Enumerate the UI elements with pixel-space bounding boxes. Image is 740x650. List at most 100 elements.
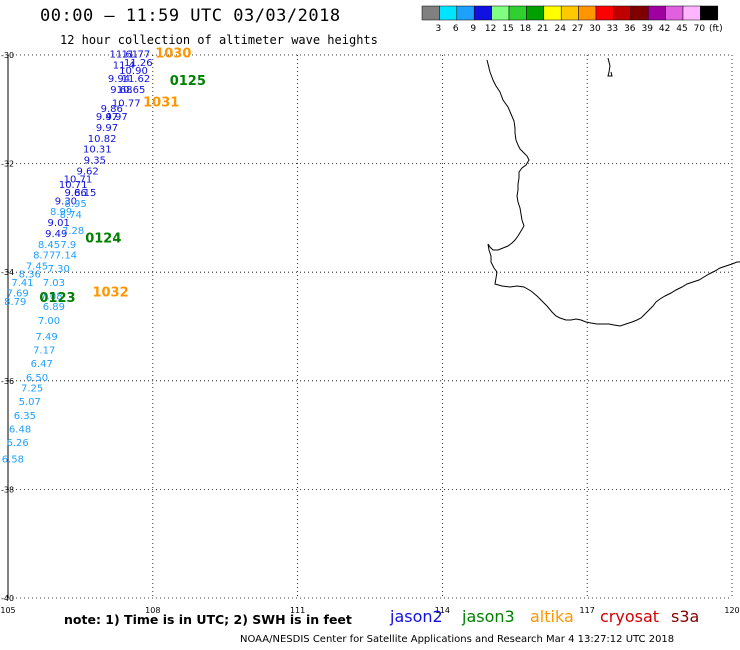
colorbar-label: 18 xyxy=(520,24,532,34)
wave-height-value: 9.86 xyxy=(101,104,123,115)
swh-colorbar: 3 6 9 12 15 18 21 24 27 30 33 36 39 42 45 70 (ft) xyxy=(421,5,723,34)
colorbar-swatch xyxy=(665,5,684,21)
wave-height-value: 5.07 xyxy=(19,397,41,408)
satellite-legend-jason3: jason3 xyxy=(462,607,515,626)
wave-height-value: 11.62 xyxy=(122,74,151,85)
wave-height-value: 6.48 xyxy=(9,424,31,435)
lon-tick-label: 117 xyxy=(580,606,595,615)
wave-height-value: 7.03 xyxy=(43,278,65,289)
wave-height-value: 10.71 xyxy=(64,175,93,186)
wave-height-value: 9.30 xyxy=(55,196,77,207)
wave-height-value: 6.47 xyxy=(31,359,53,370)
page-subtitle: 12 hour collection of altimeter wave hei… xyxy=(60,33,378,47)
colorbar-swatch xyxy=(630,5,649,21)
wave-height-value: 10.77 xyxy=(112,99,141,110)
pass-label: 1030 xyxy=(155,47,191,62)
colorbar-label: 27 xyxy=(572,24,583,34)
wave-height-value: 10.65 xyxy=(117,85,146,96)
wave-height-value: 9.97 xyxy=(105,112,127,123)
wave-height-value: 9.94 xyxy=(108,74,130,85)
wave-height-value: 7.28 xyxy=(62,226,84,237)
lon-tick-label: 108 xyxy=(145,606,160,615)
colorbar-swatch xyxy=(595,5,614,21)
wave-height-value: 7.45 xyxy=(26,261,48,272)
lat-tick-label: -40 xyxy=(1,594,14,603)
colorbar-swatch xyxy=(491,5,510,21)
pass-label: 0124 xyxy=(85,231,121,246)
wave-height-observations: 11.6111.7711.411.2610.909.9411.629.6810.… xyxy=(2,50,153,466)
satellite-legend-altika: altika xyxy=(530,607,574,626)
wave-height-value: 7.17 xyxy=(33,346,55,357)
wave-height-value: 10.71 xyxy=(59,180,88,191)
colorbar-swatch xyxy=(543,5,562,21)
colorbar-swatch xyxy=(700,5,719,21)
wave-height-value: 10.82 xyxy=(88,134,117,145)
wave-height-value: 6.58 xyxy=(2,454,24,465)
lat-lon-grid: 105 108 111 114 117 120 -30 -32 -34 -36 -38 -40 xyxy=(0,51,739,615)
colorbar-label: 12 xyxy=(485,24,496,34)
footer-credit: NOAA/NESDIS Center for Satellite Applica… xyxy=(240,634,675,645)
colorbar-label: (ft) xyxy=(709,24,723,34)
colorbar-label: 45 xyxy=(676,24,687,34)
pass-label: 0123 xyxy=(39,291,75,306)
wave-height-value: 8.77 xyxy=(33,251,55,262)
colorbar-swatch xyxy=(578,5,597,21)
coastline-island xyxy=(607,57,613,77)
colorbar-swatch xyxy=(456,5,475,21)
lon-tick-label: 114 xyxy=(435,606,450,615)
page-title: 00:00 – 11:59 UTC 03/03/2018 xyxy=(40,6,341,26)
lat-tick-label: -30 xyxy=(1,51,14,60)
wave-height-value: 7.41 xyxy=(11,278,33,289)
wave-height-value: 6.89 xyxy=(43,302,65,313)
wave-height-value: 10.31 xyxy=(83,145,112,156)
wave-height-value: 7.9 xyxy=(60,240,76,251)
lon-tick-label: 120 xyxy=(724,606,739,615)
satellite-legend-jason2: jason2 xyxy=(390,607,443,626)
colorbar-label: 3 xyxy=(436,24,442,34)
pass-label: 1032 xyxy=(92,286,128,301)
wave-height-value: 11.77 xyxy=(122,50,151,61)
wave-height-value: 9.49 xyxy=(45,229,67,240)
colorbar-label: 30 xyxy=(589,24,601,34)
wave-height-value: 9.66 xyxy=(64,188,86,199)
colorbar-swatch xyxy=(508,5,527,21)
lat-tick-label: -32 xyxy=(1,160,14,169)
wave-height-value: 9.68 xyxy=(110,85,132,96)
wave-height-value: 7.30 xyxy=(48,264,70,275)
wave-height-value: 8.79 xyxy=(4,297,26,308)
colorbar-swatch xyxy=(526,5,545,21)
colorbar-label: 15 xyxy=(502,24,513,34)
wave-height-value: 6.26 xyxy=(7,438,29,449)
colorbar-label: 6 xyxy=(453,24,459,34)
wave-height-value: 9.97 xyxy=(96,123,118,134)
wave-height-value: 8.45 xyxy=(38,240,60,251)
colorbar-label: 21 xyxy=(537,24,548,34)
colorbar-swatch xyxy=(682,5,701,21)
wave-height-value: 7.08 xyxy=(40,291,62,302)
wave-height-value: 7.69 xyxy=(7,289,29,300)
wave-height-value: 7.25 xyxy=(21,384,43,395)
lon-tick-label: 105 xyxy=(0,606,15,615)
lat-tick-label: -38 xyxy=(1,485,14,494)
australia-coastline xyxy=(486,57,740,327)
colorbar-label: 9 xyxy=(470,24,476,34)
wave-height-value: 7.14 xyxy=(55,251,77,262)
wave-height-value: 10.90 xyxy=(119,66,148,77)
pass-label: 0125 xyxy=(170,74,206,89)
satellite-legend-s3a: s3a xyxy=(671,607,700,626)
wave-height-value: 7.00 xyxy=(38,316,60,327)
colorbar-label: 33 xyxy=(607,24,618,34)
wave-height-value: 8.74 xyxy=(60,210,82,221)
colorbar-label: 36 xyxy=(624,24,636,34)
wave-height-value: 9.62 xyxy=(77,166,99,177)
wave-height-value: 6.35 xyxy=(14,411,36,422)
colorbar-label: 39 xyxy=(641,24,653,34)
colorbar-swatch xyxy=(439,5,458,21)
footer-note: note: 1) Time is in UTC; 2) SWH is in fe… xyxy=(64,612,352,627)
colorbar-label: 24 xyxy=(554,24,566,34)
colorbar-label: 70 xyxy=(694,24,706,34)
colorbar-swatch xyxy=(560,5,579,21)
colorbar-swatch xyxy=(473,5,492,21)
wave-height-value: 8.15 xyxy=(74,188,96,199)
